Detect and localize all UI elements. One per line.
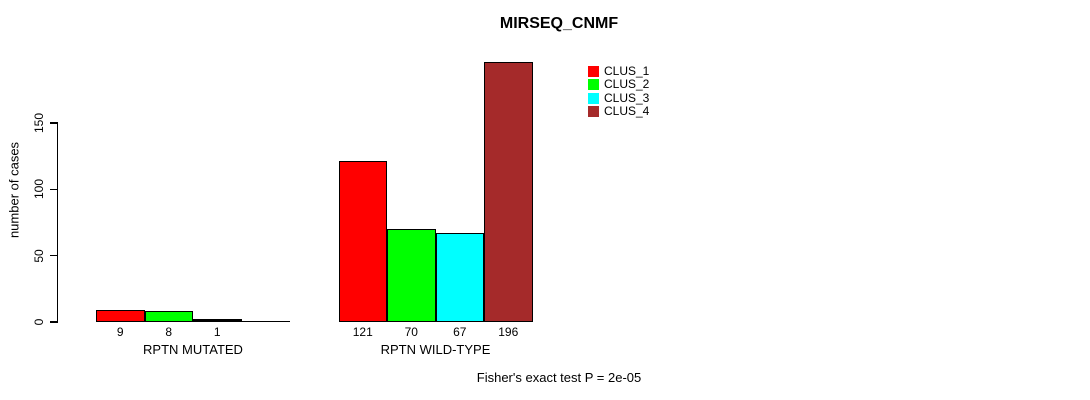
bar: [435, 233, 484, 322]
bar-value-label: 121: [352, 325, 373, 339]
bar: [338, 161, 387, 322]
bar: [484, 61, 533, 322]
legend-label: CLUS_2: [604, 77, 650, 92]
y-tick: [49, 188, 57, 191]
legend-label: CLUS_4: [604, 104, 650, 119]
bar: [193, 319, 242, 322]
bar: [144, 311, 193, 322]
legend-label: CLUS_3: [604, 90, 650, 105]
bar: [241, 320, 290, 322]
group-label: RPTN MUTATED: [143, 342, 243, 357]
bar-value-label: 70: [404, 325, 418, 339]
bar-value-label: 67: [453, 325, 467, 339]
y-tick-label: 100: [32, 179, 46, 200]
bar: [387, 229, 436, 322]
group-label: RPTN WILD-TYPE: [380, 342, 491, 357]
y-axis-line: [56, 122, 58, 323]
bar-value-label: 1: [213, 325, 221, 339]
y-tick-label: 150: [32, 112, 46, 134]
legend-label: CLUS_1: [604, 64, 650, 78]
y-tick: [49, 122, 57, 124]
chart-title: MIRSEQ_CNMF: [499, 15, 619, 32]
legend-swatch: [588, 79, 599, 91]
y-tick: [49, 254, 57, 257]
y-axis-label: number of cases: [6, 141, 22, 239]
y-tick-label: 0: [32, 318, 46, 326]
y-tick-label: 50: [32, 248, 46, 263]
bar: [96, 310, 145, 322]
bar-value-label: 8: [165, 325, 173, 339]
legend-swatch: [588, 106, 599, 118]
legend-swatch: [588, 66, 599, 77]
bar-value-label: 9: [116, 325, 124, 339]
fisher-test-annotation: Fisher's exact test P = 2e-05: [476, 370, 642, 385]
legend-swatch: [588, 92, 599, 104]
bar-value-label: 196: [498, 325, 519, 339]
y-tick: [49, 321, 57, 323]
